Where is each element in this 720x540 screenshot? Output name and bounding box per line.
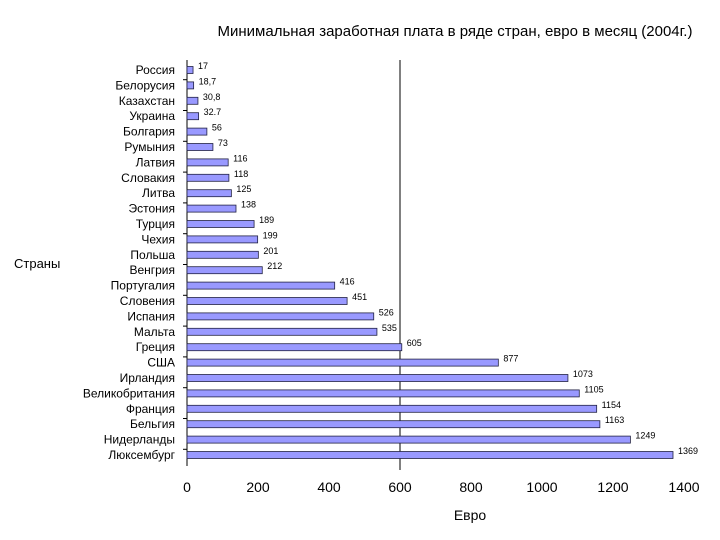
value-label: 1105 <box>584 384 603 394</box>
value-label: 416 <box>340 277 355 287</box>
bar <box>186 66 194 74</box>
bar <box>186 281 336 290</box>
x-tick-label: 1400 <box>668 479 699 495</box>
category-label: Словакия <box>121 171 175 185</box>
category-label: Португалия <box>111 279 175 293</box>
bar <box>186 143 214 151</box>
category-label: Великобритания <box>83 386 175 400</box>
x-tick-label: 800 <box>459 479 483 495</box>
x-tick-label: 600 <box>388 479 412 495</box>
category-label: Франция <box>126 402 175 416</box>
bar <box>186 189 232 198</box>
bar <box>186 81 195 90</box>
bar <box>186 173 230 182</box>
category-label: Белорусия <box>115 78 175 92</box>
category-label: Литва <box>142 186 175 200</box>
category-label: Украина <box>129 109 175 123</box>
bar <box>186 96 199 105</box>
category-label: Люксембург <box>108 448 175 462</box>
category-label: Чехия <box>141 232 175 246</box>
x-axis-title: Евро <box>454 507 487 523</box>
plot-area: Россия 17 Белорусия 18,7 Казахстан 30,8 Украин… <box>83 60 700 495</box>
category-label: Россия <box>136 63 175 77</box>
bar <box>186 250 259 259</box>
x-tick-label: 1200 <box>597 479 628 495</box>
bar <box>186 112 200 121</box>
category-label: Нидерланды <box>104 433 175 447</box>
bar <box>186 358 499 367</box>
bar <box>186 127 208 136</box>
category-label: Испания <box>127 309 175 323</box>
value-label: 73 <box>218 138 228 148</box>
value-label: 125 <box>236 184 251 194</box>
category-label: Словения <box>120 294 175 308</box>
category-label: Мальта <box>134 325 175 339</box>
x-tick-label: 1000 <box>526 479 557 495</box>
bar <box>186 343 403 352</box>
value-label: 18,7 <box>199 76 217 86</box>
bar <box>186 204 237 213</box>
value-label: 138 <box>241 200 256 210</box>
category-label: США <box>147 356 175 370</box>
bar <box>186 435 631 444</box>
value-label: 32.7 <box>204 107 222 117</box>
value-label: 56 <box>212 123 222 133</box>
value-label: 199 <box>263 230 278 240</box>
value-label: 526 <box>379 307 394 317</box>
category-label: Венгрия <box>129 263 175 277</box>
category-label: Румыния <box>124 140 175 154</box>
category-label: Турция <box>136 217 175 231</box>
x-tick-label: 400 <box>317 479 341 495</box>
category-label: Болгария <box>123 125 175 139</box>
value-label: 212 <box>267 261 282 271</box>
bar <box>186 235 259 244</box>
bar <box>186 312 375 321</box>
bar <box>186 374 569 382</box>
value-label: 535 <box>382 323 397 333</box>
bar <box>186 451 674 459</box>
y-axis-title: Страны <box>14 256 60 271</box>
value-label: 30,8 <box>203 92 221 102</box>
bar <box>186 158 229 167</box>
category-label: Латвия <box>136 155 175 169</box>
category-label: Эстония <box>129 202 176 216</box>
bar <box>186 404 598 413</box>
bar <box>186 420 601 429</box>
value-label: 201 <box>263 246 278 256</box>
category-label: Греция <box>136 340 175 354</box>
value-label: 17 <box>198 61 208 71</box>
value-label: 1163 <box>605 415 624 425</box>
bar <box>186 297 348 305</box>
value-label: 1073 <box>573 369 593 379</box>
value-label: 116 <box>233 153 247 163</box>
category-label: Ирландия <box>120 371 175 385</box>
category-label: Казахстан <box>119 94 175 108</box>
category-label: Бельгия <box>130 417 175 431</box>
x-tick-label: 200 <box>246 479 270 495</box>
value-label: 189 <box>259 215 274 225</box>
value-label: 605 <box>407 338 422 348</box>
value-label: 877 <box>503 354 518 364</box>
x-tick-label: 0 <box>183 479 191 495</box>
bar <box>186 266 263 275</box>
value-label: 118 <box>234 169 248 179</box>
value-label: 1249 <box>635 431 655 441</box>
bar <box>186 220 255 228</box>
bar <box>186 327 378 336</box>
bar <box>186 389 580 398</box>
category-label: Польша <box>130 248 175 262</box>
value-label: 1154 <box>602 400 621 410</box>
value-label: 451 <box>352 292 367 302</box>
value-label: 1369 <box>678 446 698 456</box>
chart-title: Минимальная заработная плата в ряде стра… <box>218 23 693 40</box>
